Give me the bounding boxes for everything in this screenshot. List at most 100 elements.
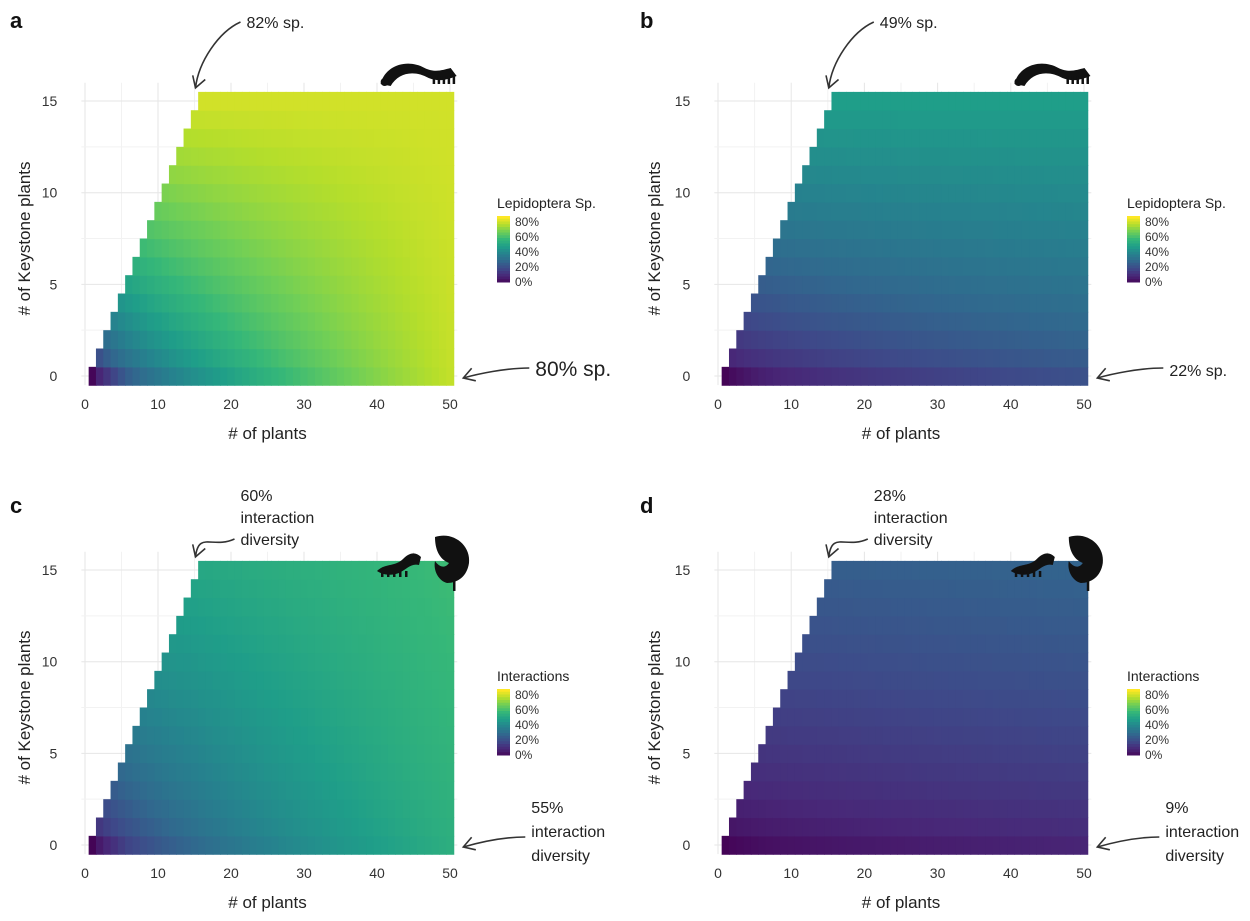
heatmap-tile [293,762,301,782]
heatmap-tile [787,201,796,221]
heatmap-tile [431,220,440,240]
heatmap-tile [329,634,338,654]
heatmap-tile [977,780,986,800]
heatmap-tile [809,311,818,331]
heatmap-tile [241,201,250,221]
heatmap-tile [1029,744,1038,764]
heatmap-tile [831,780,840,800]
heatmap-tile [198,348,207,368]
heatmap-tile [860,220,869,240]
heatmap-tile [351,275,360,295]
heatmap-tile [373,91,382,111]
heatmap-tile [322,799,331,819]
heatmap-tile [977,238,986,258]
heatmap-tile [787,799,796,819]
heatmap-tile [824,762,833,782]
heatmap-tile [271,201,280,221]
heatmap-tile [816,146,825,166]
heatmap-tile [963,183,972,203]
heatmap-tile [933,799,942,819]
heatmap-tile [161,670,170,690]
heatmap-tile [205,615,214,635]
bottom-annotation: interaction [1165,824,1239,841]
heatmap-tile [970,128,979,148]
heatmap-tile [1080,707,1089,727]
heatmap-tile [373,652,382,672]
heatmap-tile [344,762,353,782]
legend-color-step [497,240,510,244]
heatmap-tile [853,817,862,837]
heatmap-tile [439,238,447,258]
heatmap-tile [205,201,214,221]
heatmap-tile [322,597,331,617]
heatmap-tile [1007,634,1016,654]
heatmap-tile [1080,689,1089,709]
heatmap-tile [948,348,957,368]
heatmap-tile [882,560,891,580]
heatmap-tile [344,597,353,617]
heatmap-tile [941,366,950,386]
heatmap-tile [431,128,440,148]
heatmap-tile [728,817,737,837]
heatmap-tile [802,707,811,727]
heatmap-tile [431,707,440,727]
x-tick-label: 50 [1076,396,1092,412]
heatmap-tile [1007,238,1016,258]
heatmap-tile [344,348,353,368]
heatmap-tile [824,110,833,130]
heatmap-tile [890,817,898,837]
heatmap-tile [985,220,994,240]
heatmap-tile [373,128,382,148]
heatmap-tile [212,201,221,221]
heatmap-tile [190,220,199,240]
heatmap-tile [824,165,833,185]
legend-color-step [497,746,510,750]
heatmap-tile [205,128,214,148]
heatmap-tile [256,238,265,258]
heatmap-tile [1080,293,1089,313]
heatmap-tile [890,579,898,599]
heatmap-tile [380,128,389,148]
heatmap-tile [772,366,781,386]
heatmap-tile [977,689,986,709]
heatmap-tile [780,348,789,368]
heatmap-tile [1014,597,1023,617]
heatmap-tile [875,293,884,313]
heatmap-tile [794,183,803,203]
heatmap-tile [351,634,360,654]
heatmap-tile [890,91,898,111]
heatmap-tile [948,652,957,672]
heatmap-tile [911,762,920,782]
heatmap-tile [424,560,433,580]
heatmap-tile [1065,799,1074,819]
heatmap-tile [824,725,833,745]
heatmap-tile [358,293,367,313]
heatmap-tile [307,330,316,350]
heatmap-tile [882,817,891,837]
heatmap-tile [278,707,287,727]
heatmap-tile [234,780,243,800]
heatmap-tile [794,689,803,709]
heatmap-tile [948,762,957,782]
heatmap-tile [1058,183,1067,203]
heatmap-tile [212,579,221,599]
legend-color-step [497,697,510,701]
heatmap-tile [336,670,345,690]
heatmap-tile [176,817,185,837]
heatmap-tile [1043,615,1052,635]
heatmap-tile [431,762,440,782]
heatmap-tile [439,183,447,203]
heatmap-tile [904,238,913,258]
heatmap-tile [263,256,272,276]
heatmap-tile [176,165,185,185]
heatmap-tile [890,597,898,617]
legend-color-step [1127,218,1140,222]
heatmap-tile [190,201,199,221]
heatmap-tile [329,348,338,368]
heatmap-tile [853,366,862,386]
heatmap-tile [838,615,847,635]
heatmap-tile [948,615,957,635]
heatmap-tile [190,165,199,185]
